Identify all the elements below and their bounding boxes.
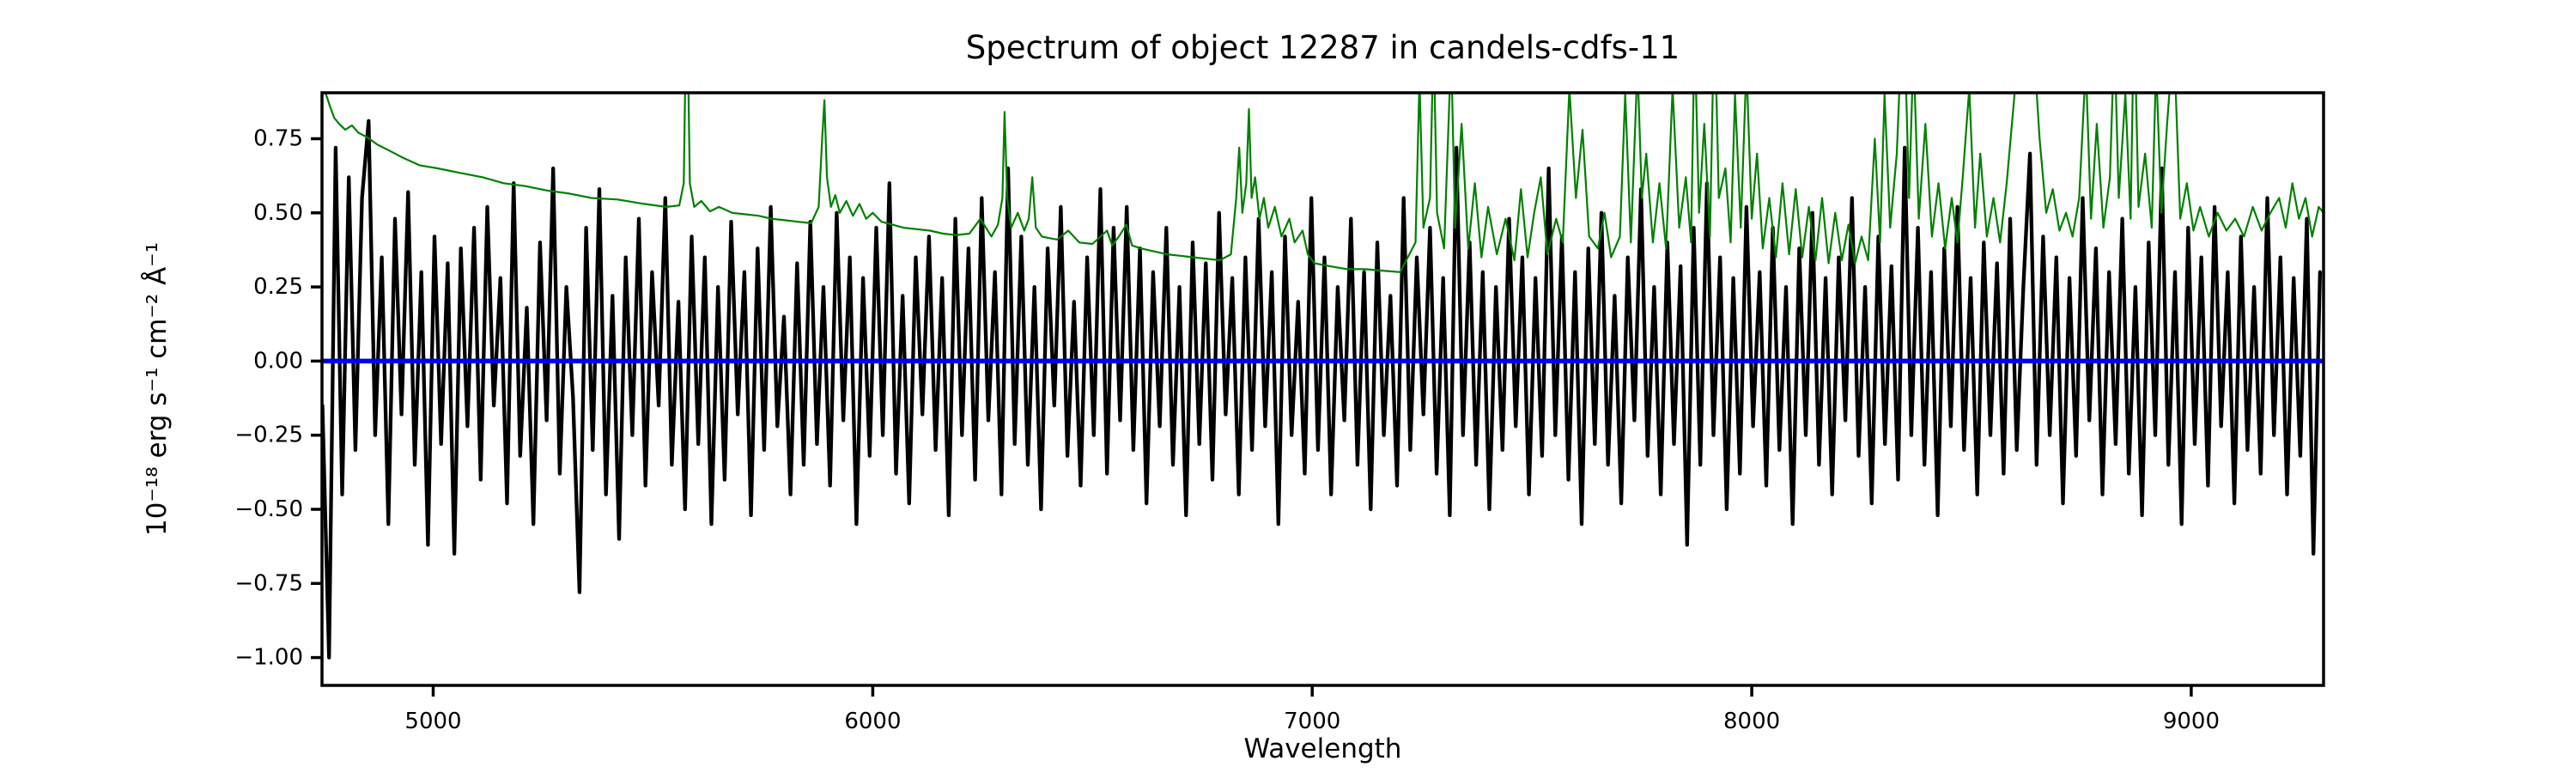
y-tick-label: 0.25 [253, 274, 303, 300]
y-tick-label: −0.75 [234, 570, 303, 596]
x-tick-label: 6000 [844, 709, 901, 734]
y-tick-label: −1.00 [234, 645, 303, 671]
x-tick-label: 9000 [2163, 709, 2220, 734]
y-axis-label: 10⁻¹⁸ erg s⁻¹ cm⁻² Å⁻¹ [142, 242, 173, 536]
y-tick-label: −0.25 [234, 423, 303, 448]
chart-title: Spectrum of object 12287 in candels-cdfs… [965, 29, 1680, 66]
plot-frame [320, 91, 2325, 687]
y-tick-label: −0.50 [234, 496, 303, 522]
x-tick-label: 7000 [1284, 709, 1340, 734]
noise-spectrum-line [325, 93, 2324, 273]
x-tick-label: 8000 [1723, 709, 1780, 734]
x-axis-label: Wavelength [1243, 733, 1402, 764]
y-tick-label: 0.50 [253, 200, 303, 226]
y-tick-label: 0.00 [253, 348, 303, 374]
object-spectrum-line [322, 119, 2323, 660]
x-tick-label: 5000 [404, 709, 461, 734]
y-tick-label: 0.75 [253, 126, 303, 152]
